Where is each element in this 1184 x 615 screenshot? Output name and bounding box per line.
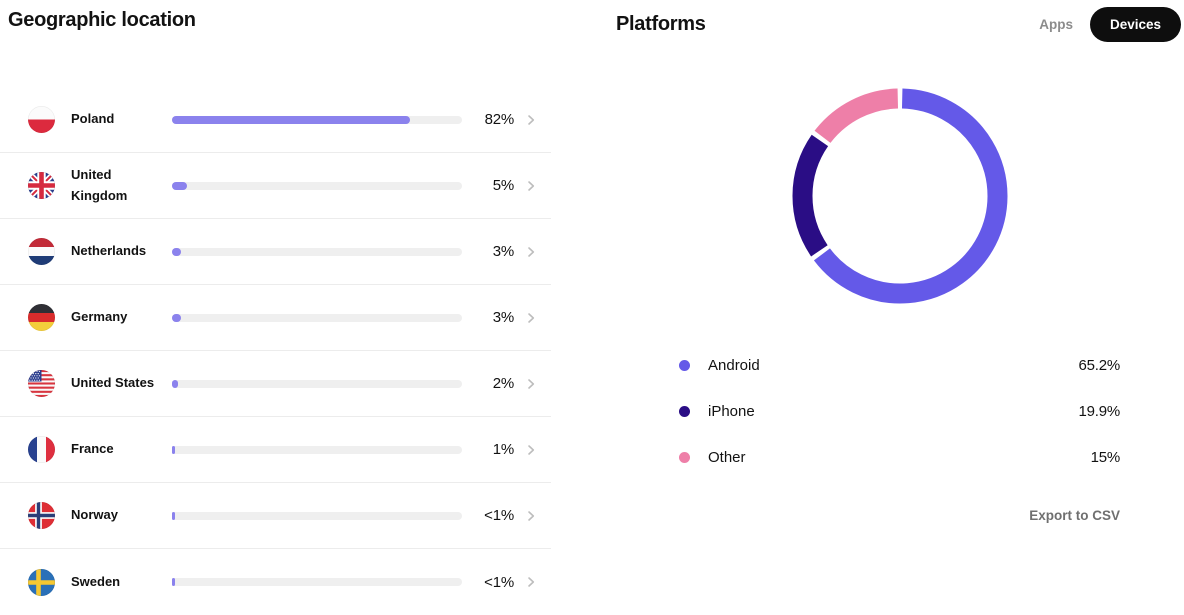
- country-name: France: [71, 441, 114, 457]
- donut-segment-android: [813, 88, 1008, 304]
- chevron-right-icon[interactable]: [524, 311, 538, 325]
- country-name: Netherlands: [71, 243, 147, 259]
- country-row[interactable]: Norway <1%: [0, 483, 551, 549]
- chevron-right-icon[interactable]: [524, 245, 538, 259]
- country-share-percent: 3%: [492, 243, 514, 260]
- country-name: Germany: [71, 309, 128, 325]
- country-row[interactable]: Germany 3%: [0, 285, 551, 351]
- gb-flag-icon: [28, 172, 55, 199]
- fr-flag-icon: [28, 436, 55, 463]
- country-row[interactable]: Sweden <1%: [0, 549, 551, 615]
- country-share-bar: [172, 313, 462, 322]
- legend-value: 19.9%: [1078, 402, 1120, 420]
- chevron-right-icon[interactable]: [524, 179, 538, 193]
- legend-value: 65.2%: [1078, 356, 1120, 374]
- country-share-bar: [172, 578, 462, 586]
- country-share-percent: 82%: [484, 111, 515, 128]
- country-share-bar: [172, 379, 462, 388]
- country-row[interactable]: United States 2%: [0, 351, 551, 417]
- country-name: United Kingdom: [71, 167, 128, 203]
- donut-segment-iphone: [792, 134, 829, 257]
- country-share-bar: [172, 181, 462, 190]
- chevron-right-icon[interactable]: [524, 377, 538, 391]
- country-list: Poland 82% United Kingdom 5% Netherlands 3% Ge…: [0, 87, 551, 615]
- legend-label: Android: [708, 356, 760, 374]
- se-flag-icon: [28, 568, 55, 596]
- country-share-bar: [172, 247, 462, 256]
- country-name: United States: [71, 375, 155, 391]
- legend-label: Other: [708, 448, 746, 466]
- platforms-title: Platforms: [616, 13, 706, 35]
- devices-toggle-button[interactable]: Devices: [1089, 7, 1181, 42]
- country-row[interactable]: France 1%: [0, 417, 551, 483]
- country-name: Poland: [71, 111, 115, 127]
- chevron-right-icon[interactable]: [524, 113, 538, 127]
- legend-item: Other 15%: [679, 434, 1120, 480]
- country-row[interactable]: United Kingdom 5%: [0, 153, 551, 219]
- donut-segment-other: [814, 88, 899, 144]
- export-to-csv-link[interactable]: Export to CSV: [1029, 508, 1120, 523]
- country-row[interactable]: Poland 82%: [0, 87, 551, 153]
- platforms-header: Platforms Apps Devices: [616, 0, 1181, 49]
- country-share-percent: <1%: [484, 507, 514, 524]
- country-share-percent: 3%: [492, 309, 514, 326]
- country-share-bar: [172, 445, 462, 454]
- country-share-bar: [172, 115, 462, 124]
- us-flag-icon: [28, 370, 55, 397]
- de-flag-icon: [28, 304, 55, 331]
- platforms-legend: Android 65.2% iPhone 19.9% Other 15%: [679, 342, 1120, 480]
- country-name: Sweden: [71, 573, 121, 589]
- country-share-percent: 2%: [492, 375, 514, 392]
- legend-value: 15%: [1090, 448, 1121, 466]
- chevron-right-icon[interactable]: [524, 443, 538, 457]
- no-flag-icon: [28, 502, 55, 529]
- platforms-donut-chart: [792, 88, 1008, 304]
- legend-item: Android 65.2%: [679, 342, 1120, 388]
- country-row[interactable]: Netherlands 3%: [0, 219, 551, 285]
- legend-dot-icon: [679, 405, 690, 417]
- country-share-percent: <1%: [484, 573, 514, 591]
- legend-item: iPhone 19.9%: [679, 388, 1120, 434]
- country-share-bar: [172, 511, 462, 520]
- country-share-percent: 5%: [492, 177, 514, 194]
- legend-dot-icon: [679, 359, 690, 371]
- chevron-right-icon[interactable]: [524, 575, 538, 589]
- apps-toggle-button[interactable]: Apps: [1039, 17, 1073, 32]
- country-share-percent: 1%: [492, 441, 514, 458]
- geographic-location-title: Geographic location: [8, 9, 196, 31]
- chevron-right-icon[interactable]: [524, 509, 538, 523]
- nl-flag-icon: [28, 238, 55, 265]
- legend-label: iPhone: [708, 402, 755, 420]
- pl-flag-icon: [28, 106, 55, 133]
- legend-dot-icon: [679, 451, 690, 463]
- country-name: Norway: [71, 507, 118, 523]
